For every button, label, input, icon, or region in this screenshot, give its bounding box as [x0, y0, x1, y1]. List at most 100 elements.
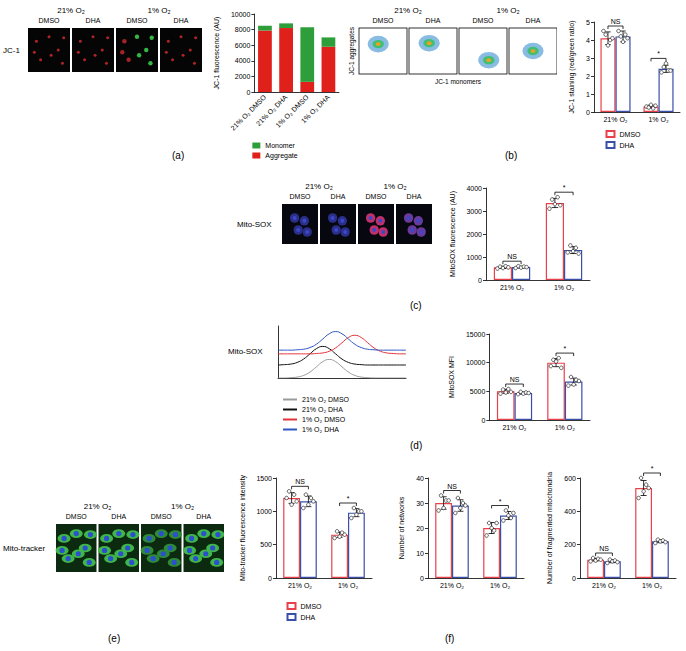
- svg-text:1500: 1500: [256, 475, 272, 482]
- svg-text:10: 10: [416, 550, 424, 557]
- svg-text:21% O₂ DHA: 21% O₂ DHA: [302, 406, 343, 413]
- svg-text:DMSO: DMSO: [39, 17, 61, 24]
- svg-text:21% O₂: 21% O₂: [305, 182, 333, 191]
- svg-text:1% O₂: 1% O₂: [642, 582, 663, 589]
- svg-text:3000: 3000: [466, 208, 482, 215]
- svg-text:1% O₂: 1% O₂: [496, 6, 519, 15]
- svg-text:1% O₂: 1% O₂: [383, 182, 406, 191]
- svg-text:1000: 1000: [466, 254, 482, 261]
- svg-text:600: 600: [564, 475, 576, 482]
- svg-text:Number of fragmented mitochond: Number of fragmented mitochondria: [546, 472, 554, 584]
- svg-text:0: 0: [478, 277, 482, 284]
- svg-text:1% O₂ DHA: 1% O₂ DHA: [302, 426, 339, 433]
- svg-text:21% O₂: 21% O₂: [502, 424, 526, 431]
- svg-text:DHA: DHA: [196, 513, 211, 520]
- svg-text:DHA: DHA: [526, 17, 541, 24]
- svg-text:1% O₂: 1% O₂: [555, 424, 576, 431]
- svg-text:21% O₂ DMSO: 21% O₂ DMSO: [229, 93, 268, 132]
- svg-text:*: *: [563, 184, 566, 191]
- svg-text:0: 0: [572, 575, 576, 582]
- svg-text:DMSO: DMSO: [373, 17, 395, 24]
- svg-text:Mito-tracker fluorescence inte: Mito-tracker fluorescence intensity: [239, 474, 247, 581]
- svg-text:1% O₂: 1% O₂: [171, 502, 194, 511]
- svg-text:8000: 8000: [235, 26, 251, 33]
- svg-text:10000: 10000: [466, 359, 486, 366]
- svg-text:NS: NS: [510, 376, 520, 383]
- svg-text:1000: 1000: [256, 508, 272, 515]
- svg-text:21% O₂: 21% O₂: [603, 116, 627, 123]
- svg-text:DHA: DHA: [174, 17, 189, 24]
- svg-text:1% O₂: 1% O₂: [147, 6, 170, 15]
- svg-text:JC-1 aggregates: JC-1 aggregates: [348, 26, 356, 75]
- svg-text:*: *: [347, 495, 350, 502]
- svg-text:DHA: DHA: [301, 614, 316, 621]
- svg-text:DMSO: DMSO: [620, 131, 642, 138]
- svg-text:1% O₂: 1% O₂: [648, 116, 669, 123]
- svg-text:20: 20: [416, 525, 424, 532]
- svg-text:4000: 4000: [235, 57, 251, 64]
- svg-text:21% O₂: 21% O₂: [440, 582, 464, 589]
- svg-text:10000: 10000: [231, 11, 251, 18]
- svg-text:1% O₂: 1% O₂: [338, 582, 359, 589]
- svg-text:DMSO: DMSO: [66, 513, 88, 520]
- svg-text:DHA: DHA: [407, 193, 422, 200]
- svg-text:1: 1: [586, 91, 590, 98]
- svg-text:DHA: DHA: [426, 17, 441, 24]
- svg-text:2: 2: [586, 73, 590, 80]
- svg-text:*: *: [563, 345, 566, 352]
- svg-text:*: *: [657, 50, 660, 57]
- svg-text:21% O₂: 21% O₂: [57, 6, 85, 15]
- svg-text:NS: NS: [611, 18, 621, 25]
- svg-text:5000: 5000: [470, 388, 486, 395]
- svg-text:DMSO: DMSO: [366, 193, 388, 200]
- svg-text:*: *: [651, 465, 654, 472]
- svg-text:1% O₂ DMSO: 1% O₂ DMSO: [302, 416, 346, 423]
- svg-text:0: 0: [246, 89, 250, 96]
- svg-text:3: 3: [586, 55, 590, 62]
- svg-text:DMSO: DMSO: [473, 17, 495, 24]
- svg-text:DHA: DHA: [331, 193, 346, 200]
- svg-text:DMSO: DMSO: [151, 513, 173, 520]
- svg-text:DHA: DHA: [620, 142, 635, 149]
- svg-text:21% O₂: 21% O₂: [84, 502, 112, 511]
- svg-text:5: 5: [586, 19, 590, 26]
- svg-text:1% O₂: 1% O₂: [554, 284, 575, 291]
- svg-text:21% O₂: 21% O₂: [592, 582, 616, 589]
- svg-text:21% O₂ DMSO: 21% O₂ DMSO: [302, 396, 350, 403]
- svg-text:21% O₂: 21% O₂: [500, 284, 524, 291]
- svg-text:JC-1 staining (red/green ratio: JC-1 staining (red/green ratio): [568, 21, 576, 114]
- svg-text:*: *: [499, 498, 502, 505]
- svg-text:DMSO: DMSO: [127, 17, 149, 24]
- svg-text:MitoSOX fluorescence (AU): MitoSOX fluorescence (AU): [449, 191, 457, 277]
- svg-text:200: 200: [564, 541, 576, 548]
- svg-text:Aggregate: Aggregate: [265, 152, 297, 160]
- svg-text:40: 40: [416, 475, 424, 482]
- svg-text:NS: NS: [507, 253, 517, 260]
- svg-text:21% O₂: 21% O₂: [288, 582, 312, 589]
- svg-text:1% O₂ DHA: 1% O₂ DHA: [300, 93, 331, 124]
- svg-text:NS: NS: [599, 545, 609, 552]
- svg-text:6000: 6000: [235, 42, 251, 49]
- svg-text:Monomer: Monomer: [265, 142, 295, 149]
- svg-text:JC-1: JC-1: [3, 46, 20, 55]
- svg-text:JC-1 monomers: JC-1 monomers: [435, 78, 482, 85]
- svg-text:DHA: DHA: [111, 513, 126, 520]
- svg-text:Number of networks: Number of networks: [398, 496, 405, 559]
- svg-text:4000: 4000: [466, 185, 482, 192]
- svg-text:MitoSOX MFI: MitoSOX MFI: [448, 356, 455, 398]
- svg-text:NS: NS: [447, 483, 457, 490]
- svg-text:Mito-tracker: Mito-tracker: [3, 544, 46, 553]
- svg-text:JC-1 fluorescence (AU): JC-1 fluorescence (AU): [213, 17, 221, 90]
- svg-text:DHA: DHA: [86, 17, 101, 24]
- svg-text:2000: 2000: [235, 73, 251, 80]
- svg-text:400: 400: [564, 508, 576, 515]
- svg-text:2000: 2000: [466, 231, 482, 238]
- svg-text:Mito-SOX: Mito-SOX: [237, 220, 272, 229]
- svg-text:DMSO: DMSO: [290, 193, 312, 200]
- svg-text:DMSO: DMSO: [301, 603, 323, 610]
- svg-text:4: 4: [586, 37, 590, 44]
- svg-text:500: 500: [260, 541, 272, 548]
- svg-text:Mito-SOX: Mito-SOX: [228, 347, 263, 356]
- svg-text:0: 0: [481, 417, 485, 424]
- svg-text:1% O₂: 1% O₂: [490, 582, 511, 589]
